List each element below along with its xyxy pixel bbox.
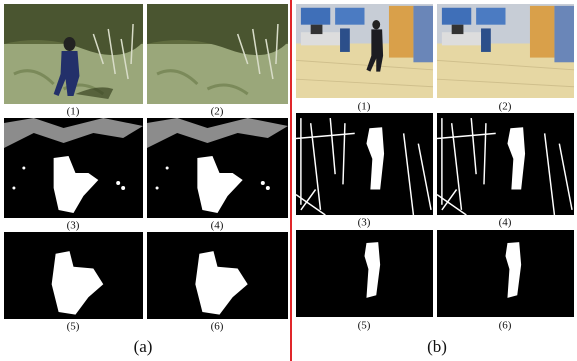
caption: (6) <box>499 320 512 332</box>
panel-label: (b) <box>427 337 447 356</box>
caption: (5) <box>67 321 80 333</box>
image <box>437 113 574 215</box>
panel-b: (1) (2) (3) (4) (5) (6) (b) <box>296 4 574 356</box>
caption: (6) <box>211 321 224 333</box>
caption: (1) <box>358 101 371 113</box>
image <box>296 113 433 215</box>
caption: (2) <box>499 101 512 113</box>
image <box>147 118 288 218</box>
caption: (2) <box>211 106 224 118</box>
image <box>4 232 143 319</box>
caption: (5) <box>358 320 371 332</box>
image <box>296 230 433 317</box>
caption: (3) <box>67 220 80 232</box>
image <box>437 230 574 317</box>
image <box>4 4 143 104</box>
image <box>147 232 288 319</box>
image <box>4 118 143 218</box>
caption: (1) <box>67 106 80 118</box>
image <box>437 4 574 98</box>
panel-label: (a) <box>134 337 153 356</box>
image <box>147 4 288 104</box>
image <box>296 4 433 98</box>
caption: (4) <box>211 220 224 232</box>
panel-a: (1) (2) (3) (4) (5) (6) (a) <box>4 4 288 356</box>
caption: (4) <box>499 217 512 229</box>
caption: (3) <box>358 217 371 229</box>
figure: (1) (2) (3) (4) (5) (6) (a) (1) (2) (3) … <box>0 0 577 361</box>
